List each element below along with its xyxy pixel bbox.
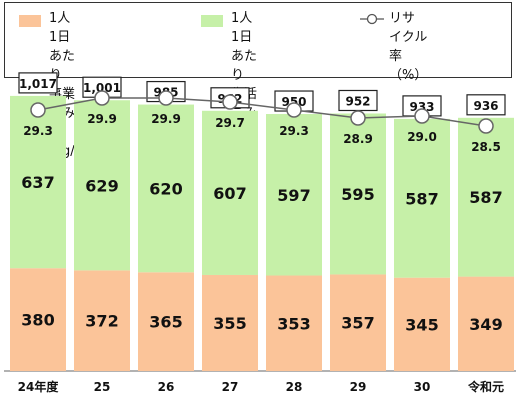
recycling-rate-point	[350, 110, 366, 126]
bar-household-waste	[74, 100, 130, 271]
bar-business-waste	[458, 276, 514, 371]
data-label-business-waste: 345	[405, 315, 438, 334]
category-label: 27	[222, 380, 239, 394]
total-label: 936	[473, 99, 498, 113]
recycling-rate-label: 29.9	[87, 112, 117, 126]
recycling-rate-label: 29.0	[407, 130, 437, 144]
bar-business-waste	[74, 270, 130, 371]
recycling-rate-point	[222, 94, 238, 110]
recycling-rate-point	[414, 108, 430, 124]
category-label: 29	[350, 380, 367, 394]
bar-household-waste	[394, 118, 450, 278]
total-label: 1,017	[19, 77, 57, 91]
legend-swatch-business-waste	[19, 15, 41, 27]
data-label-business-waste: 353	[277, 314, 310, 333]
recycling-rate-point	[158, 90, 174, 106]
data-label-household-waste: 620	[149, 179, 182, 198]
data-label-household-waste: 595	[341, 185, 374, 204]
recycling-rate-line	[37, 97, 487, 127]
category-label: 令和元	[467, 379, 504, 394]
recycling-rate-label: 29.3	[279, 124, 309, 138]
legend-label-recycling-rate: リサイクル率 （%）	[389, 11, 428, 83]
bar-business-waste	[330, 274, 386, 371]
bar-household-waste	[138, 104, 194, 273]
recycling-rate-point	[478, 118, 494, 134]
recycling-rate-label: 29.9	[151, 112, 181, 126]
recycling-rate-label: 29.7	[215, 116, 245, 130]
category-label: 28	[286, 380, 303, 394]
total-label: 952	[345, 94, 370, 108]
data-label-household-waste: 587	[405, 189, 438, 208]
data-label-business-waste: 365	[149, 313, 182, 332]
data-label-business-waste: 357	[341, 314, 374, 333]
data-label-business-waste: 355	[213, 314, 246, 333]
category-label: 25	[94, 380, 111, 394]
data-label-business-waste: 372	[85, 312, 118, 331]
recycling-rate-point	[30, 102, 46, 118]
data-label-business-waste: 349	[469, 315, 502, 334]
total-label: 1,001	[83, 81, 121, 95]
category-label: 24年度	[18, 379, 60, 394]
bar-business-waste	[266, 275, 322, 371]
bar-business-waste	[394, 277, 450, 371]
data-label-household-waste: 597	[277, 186, 310, 205]
total-label-box	[466, 94, 506, 116]
category-label: 26	[158, 380, 175, 394]
recycling-rate-point	[94, 90, 110, 106]
bar-business-waste	[10, 268, 66, 371]
bar-business-waste	[138, 272, 194, 371]
data-label-household-waste: 607	[213, 184, 246, 203]
bar-business-waste	[202, 274, 258, 371]
recycling-rate-point	[286, 102, 302, 118]
legend-swatch-household-waste	[201, 15, 223, 27]
total-label-box	[18, 72, 58, 94]
data-label-household-waste: 629	[85, 176, 118, 195]
bar-household-waste	[330, 113, 386, 275]
bar-household-waste	[202, 110, 258, 275]
category-label: 30	[414, 380, 431, 394]
chart-legend: 1人1日あたり 事業ごみ量 （g/人日） 1人1日あたり 生活ごみ量 （g/人日…	[4, 2, 512, 197]
bar-household-waste	[458, 117, 514, 277]
bar-household-waste	[10, 95, 66, 269]
recycling-rate-label: 29.3	[23, 124, 53, 138]
recycling-rate-label: 28.5	[471, 140, 501, 154]
total-label: 933	[409, 100, 434, 114]
legend-marker-recycling-rate	[360, 13, 384, 25]
data-label-household-waste: 587	[469, 188, 502, 207]
recycling-rate-label: 28.9	[343, 132, 373, 146]
data-label-business-waste: 380	[21, 311, 54, 330]
bar-household-waste	[266, 114, 322, 276]
data-label-household-waste: 637	[21, 173, 54, 192]
